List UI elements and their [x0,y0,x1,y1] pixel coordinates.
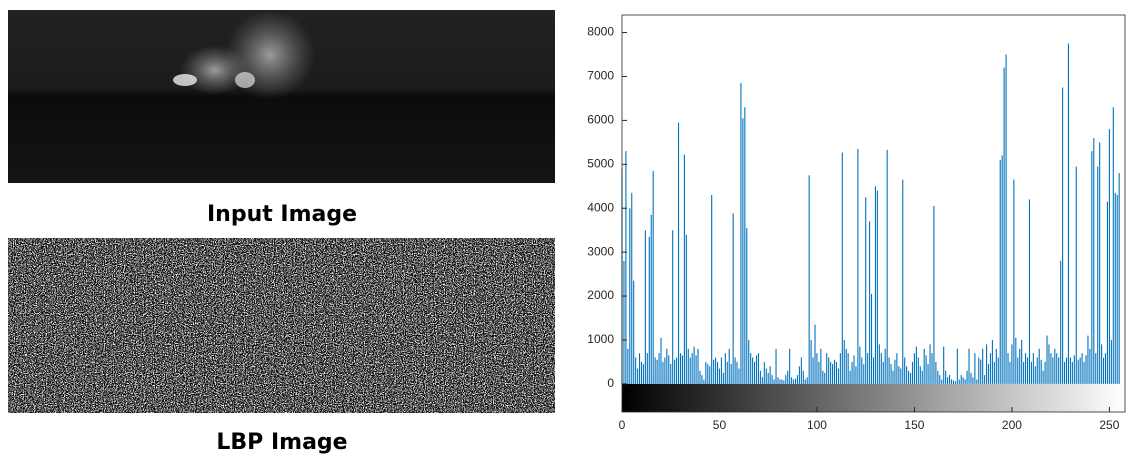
y-tick-label: 3000 [587,244,614,258]
colorbar [622,383,1125,412]
x-tick-label: 100 [807,418,827,432]
y-tick-label: 5000 [587,156,614,170]
x-tick-label: 0 [619,418,626,432]
input-image [8,10,555,183]
axes-box [621,14,1126,413]
caption: LBP Image [216,430,347,455]
y-tick-label: 7000 [587,69,614,83]
caption: Input Image [207,202,357,227]
y-tick-label: 6000 [587,113,614,127]
y-tick-label: 1000 [587,332,614,346]
x-tick-label: 250 [1099,418,1119,432]
y-tick-label: 8000 [587,25,614,39]
y-tick-label: 4000 [587,200,614,214]
plot-area [622,15,1125,412]
x-tick-label: 50 [713,418,727,432]
y-tick-label: 0 [607,376,614,390]
histogram: 0 1000 2000 3000 4000 5000 6000 7000 8000 0 50 100 1… [587,14,1126,432]
lbp-image [8,238,555,413]
x-tick-label: 200 [1002,418,1022,432]
y-tick-label: 2000 [587,288,614,302]
x-tick-label: 150 [904,418,924,432]
